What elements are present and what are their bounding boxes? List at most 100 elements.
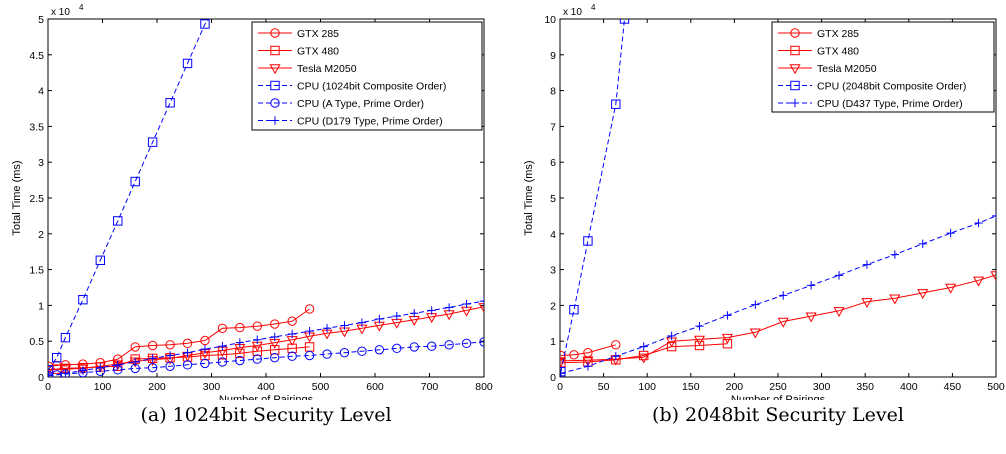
- data-point-cpu-a-type-prime-order: [252, 354, 262, 364]
- data-point-cpu-a-type-prime-order: [270, 352, 280, 363]
- data-point-tesla-m2050: [973, 276, 985, 287]
- y-tick-label: 0: [550, 372, 556, 384]
- data-point-gtx-285: [217, 323, 228, 334]
- legend-label-gtx-285: GTX 285: [817, 28, 859, 40]
- series-line-cpu-2048bit-composite-order: [560, 19, 625, 372]
- data-point-cpu-d179-type-prime-order: [479, 296, 484, 306]
- legend-marker-gtx-285: [270, 28, 280, 38]
- data-point-cpu-d179-type-prime-order: [200, 344, 210, 354]
- x-axis-label: Number of Pairings: [731, 394, 826, 400]
- data-point-cpu-d179-type-prime-order: [340, 321, 349, 330]
- data-point-cpu-a-type-prime-order: [235, 355, 245, 366]
- legend-marker-gtx-480: [790, 45, 800, 56]
- legend-marker-cpu-2048bit-composite-order: [790, 80, 800, 91]
- data-point-cpu-a-type-prime-order: [304, 350, 315, 361]
- legend-box: [771, 21, 995, 113]
- data-point-tesla-m2050: [805, 312, 817, 323]
- y-tick-label: 7: [550, 121, 556, 133]
- data-point-cpu-d437-type-prime-order: [974, 218, 983, 228]
- data-point-tesla-m2050: [749, 328, 761, 339]
- x-tick-label: 800: [475, 381, 493, 393]
- legend-label-tesla-m2050: Tesla M2050: [817, 63, 877, 75]
- caption-b: (b) 2048bit Security Level: [652, 404, 904, 426]
- data-point-tesla-m2050: [48, 366, 55, 377]
- x-tick-label: 400: [257, 381, 275, 393]
- x-tick-label: 350: [856, 381, 874, 393]
- data-point-cpu-a-type-prime-order: [461, 338, 472, 349]
- legend-box: [251, 21, 483, 131]
- y-multiplier-exponent: 4: [591, 3, 596, 12]
- chart-a: 0 100 200 300 400 500 600 700 800 0 0.5 1 1.5 2 2.5 3 3.…: [11, 3, 493, 406]
- data-point-cpu-a-type-prime-order: [165, 361, 175, 371]
- data-point-tesla-m2050: [917, 289, 929, 300]
- data-point-cpu-d179-type-prime-order: [410, 309, 419, 318]
- data-point-cpu-d437-type-prime-order: [946, 228, 955, 238]
- y-axis-label: Total Time (ms): [523, 160, 535, 235]
- data-point-cpu-d437-type-prime-order: [560, 369, 566, 377]
- data-point-gtx-480: [694, 340, 705, 351]
- data-point-cpu-d179-type-prime-order: [235, 338, 245, 347]
- data-point-cpu-d437-type-prime-order: [918, 239, 927, 249]
- data-point-cpu-d179-type-prime-order: [392, 311, 401, 321]
- y-tick-label: 5: [38, 14, 44, 26]
- data-point-cpu-d179-type-prime-order: [131, 357, 140, 367]
- data-point-cpu-d437-type-prime-order: [862, 260, 872, 269]
- data-point-cpu-2048bit-composite-order: [583, 236, 593, 246]
- x-tick-label: 0: [557, 381, 563, 393]
- legend-label-cpu-1024bit-composite-order: CPU (1024bit Composite Order): [297, 81, 446, 93]
- x-tick-label: 400: [900, 381, 918, 393]
- data-point-gtx-285: [200, 335, 210, 346]
- series-group: [48, 19, 484, 377]
- y-tick-label: 3: [550, 265, 556, 277]
- data-point-gtx-285: [304, 304, 315, 314]
- data-point-cpu-d437-type-prime-order: [583, 362, 593, 371]
- y-tick-label: 2: [38, 229, 44, 241]
- data-point-tesla-m2050: [693, 335, 706, 346]
- data-point-cpu-a-type-prime-order: [217, 357, 228, 367]
- y-tick-label: 9: [550, 50, 556, 62]
- legend-marker-cpu-d437-type-prime-order: [790, 98, 800, 108]
- chart-b: 0 50 100 150 200 250 300 350 400 450 500 0 1 2 3 4 5 6 7 8 9…: [523, 3, 1005, 406]
- legend-marker-cpu-1024bit-composite-order: [270, 80, 280, 91]
- data-point-cpu-d179-type-prime-order: [270, 332, 279, 342]
- y-multiplier-exponent: 4: [79, 3, 84, 12]
- legend-label-cpu-2048bit-composite-order: CPU (2048bit Composite Order): [817, 81, 966, 93]
- data-point-cpu-1024bit-composite-order: [113, 216, 123, 226]
- data-point-cpu-d179-type-prime-order: [287, 329, 297, 339]
- y-tick-label: 4.5: [29, 50, 44, 62]
- data-point-cpu-a-type-prime-order: [444, 340, 454, 350]
- data-point-cpu-a-type-prime-order: [287, 351, 297, 361]
- y-tick-label: 2.5: [29, 193, 44, 205]
- data-point-tesla-m2050: [721, 333, 733, 344]
- legend-label-cpu-a-type-prime-order: CPU (A Type, Prime Order): [297, 98, 424, 110]
- data-point-cpu-a-type-prime-order: [182, 360, 193, 370]
- legend-marker-cpu-a-type-prime-order: [270, 98, 280, 108]
- y-tick-label: 2: [550, 300, 556, 312]
- data-point-tesla-m2050: [889, 294, 901, 305]
- legend-label-tesla-m2050: Tesla M2050: [297, 63, 357, 75]
- x-tick-label: 500: [987, 381, 1005, 393]
- data-point-cpu-d179-type-prime-order: [183, 348, 192, 357]
- y-tick-label: 5: [550, 193, 556, 205]
- x-tick-label: 150: [682, 381, 700, 393]
- y-axis-label: Total Time (ms): [11, 160, 23, 235]
- data-point-cpu-d179-type-prime-order: [375, 314, 384, 324]
- data-point-gtx-480: [722, 339, 733, 349]
- y-tick-label: 4: [550, 229, 556, 241]
- data-point-cpu-d437-type-prime-order: [834, 271, 844, 280]
- data-point-cpu-1024bit-composite-order: [60, 332, 71, 343]
- data-point-gtx-480: [270, 345, 280, 355]
- figure: 0 100 200 300 400 500 600 700 80000.511.522.533.…: [11, 3, 1005, 406]
- data-point-cpu-a-type-prime-order: [426, 341, 437, 351]
- legend-marker-gtx-480: [270, 45, 280, 56]
- data-point-gtx-285: [252, 321, 262, 331]
- data-point-cpu-d437-type-prime-order: [991, 211, 996, 221]
- data-point-cpu-d179-type-prime-order: [218, 342, 227, 351]
- data-point-tesla-m2050: [582, 356, 594, 367]
- data-point-cpu-2048bit-composite-order: [619, 19, 630, 24]
- x-tick-label: 300: [203, 381, 221, 393]
- series-line-cpu-d437-type-prime-order: [560, 215, 996, 374]
- data-point-cpu-1024bit-composite-order: [52, 352, 62, 363]
- legend: GTX 285 GTX 480 Tesla M2050 CPU (2048bit Co…: [771, 21, 995, 113]
- data-point-cpu-d179-type-prime-order: [427, 306, 436, 315]
